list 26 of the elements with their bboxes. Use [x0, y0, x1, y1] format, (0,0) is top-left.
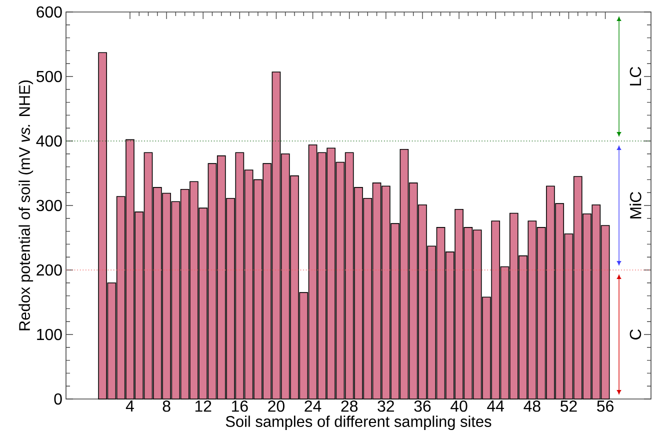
y-tick-label: 0 — [54, 393, 62, 405]
x-tick-label: 8 — [162, 400, 170, 412]
y-axis-title: Redox potential of soil (mV vs. NHE) — [18, 80, 34, 330]
y-tick-label: 600 — [36, 6, 62, 18]
x-tick-label: 56 — [597, 400, 614, 412]
x-tick-label: 4 — [126, 400, 134, 412]
x-tick-label: 44 — [487, 400, 504, 412]
annotation: C — [630, 329, 642, 340]
x-axis-title: Soil samples of different sampling sites — [226, 416, 492, 430]
x-tick-label: 48 — [524, 400, 540, 412]
x-tick-label: 20 — [268, 400, 284, 412]
x-tick-label: 12 — [195, 400, 212, 412]
y-tick-label: 500 — [36, 70, 62, 82]
x-tick-label: 32 — [378, 400, 394, 412]
y-tick-label: 100 — [37, 328, 62, 340]
x-tick-label: 36 — [414, 400, 431, 412]
y-tick-label: 400 — [36, 135, 62, 147]
annotation: MiC — [630, 192, 642, 218]
x-tick-label: 16 — [232, 400, 248, 412]
y-tick-label: 200 — [36, 264, 62, 276]
annotation: LC — [630, 66, 642, 86]
x-tick-label: 28 — [341, 400, 358, 412]
x-tick-label: 52 — [560, 400, 577, 412]
x-tick-label: 24 — [304, 400, 322, 412]
x-tick-label: 40 — [450, 400, 468, 412]
y-tick-label: 300 — [36, 200, 62, 212]
